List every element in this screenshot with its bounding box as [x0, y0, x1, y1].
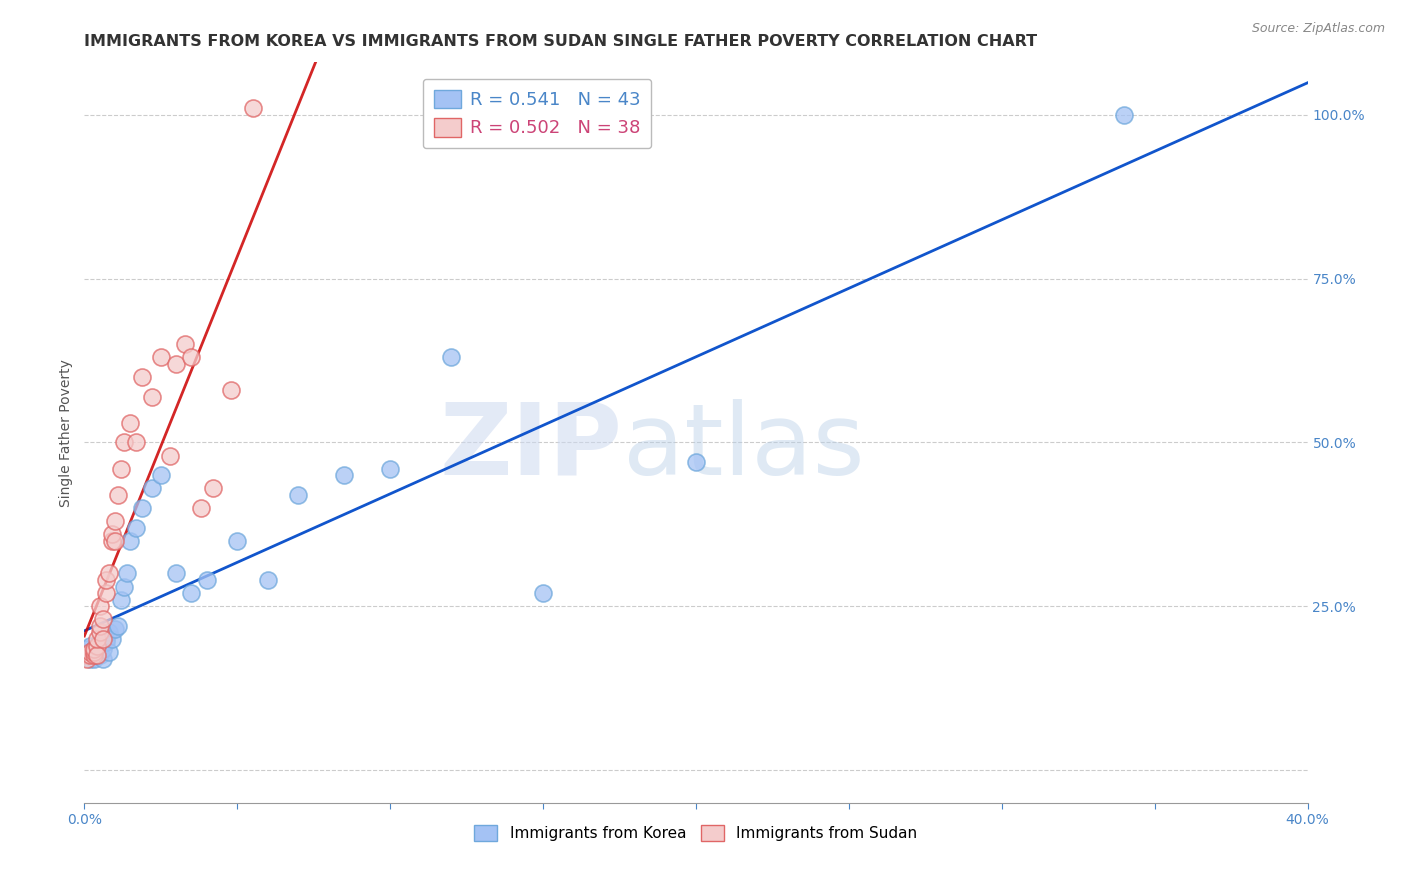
Text: Source: ZipAtlas.com: Source: ZipAtlas.com: [1251, 22, 1385, 36]
Point: [79, 645, 101, 659]
Point: [94, 635, 117, 649]
Point: [79, 645, 101, 659]
Point: [97, 566, 120, 581]
Point: [149, 468, 172, 483]
Point: [79, 651, 101, 665]
Point: [79, 639, 101, 653]
Point: [131, 370, 153, 384]
Point: [107, 619, 129, 633]
Point: [287, 488, 309, 502]
Point: [94, 573, 117, 587]
Point: [110, 461, 132, 475]
Point: [440, 351, 463, 365]
Point: [83, 641, 105, 656]
Point: [94, 632, 117, 646]
Point: [333, 468, 356, 483]
Point: [83, 645, 105, 659]
Point: [112, 580, 135, 594]
Point: [110, 592, 132, 607]
Point: [89, 648, 111, 663]
Point: [120, 416, 142, 430]
Point: [195, 573, 218, 587]
Point: [86, 645, 108, 659]
Point: [97, 625, 120, 640]
Point: [101, 632, 124, 646]
Text: ZIP: ZIP: [440, 399, 623, 496]
Point: [120, 533, 142, 548]
Point: [107, 488, 129, 502]
Point: [79, 648, 101, 663]
Point: [101, 533, 124, 548]
Point: [97, 645, 120, 659]
Point: [201, 481, 224, 495]
Point: [86, 639, 108, 653]
Point: [141, 481, 163, 495]
Point: [112, 435, 135, 450]
Point: [257, 573, 280, 587]
Point: [131, 500, 153, 515]
Point: [149, 351, 172, 365]
Point: [89, 625, 111, 640]
Point: [685, 455, 707, 469]
Point: [104, 622, 127, 636]
Point: [1114, 108, 1136, 122]
Point: [219, 383, 242, 397]
Legend: Immigrants from Korea, Immigrants from Sudan: Immigrants from Korea, Immigrants from S…: [468, 819, 924, 847]
Point: [104, 533, 127, 548]
Point: [83, 641, 105, 656]
Text: IMMIGRANTS FROM KOREA VS IMMIGRANTS FROM SUDAN SINGLE FATHER POVERTY CORRELATION: IMMIGRANTS FROM KOREA VS IMMIGRANTS FROM…: [84, 34, 1038, 49]
Point: [83, 648, 105, 663]
Text: atlas: atlas: [623, 399, 865, 496]
Point: [91, 651, 114, 665]
Point: [165, 566, 187, 581]
Point: [86, 648, 108, 663]
Point: [115, 566, 138, 581]
Point: [174, 337, 197, 351]
Point: [89, 639, 111, 653]
Point: [180, 586, 202, 600]
Point: [86, 639, 108, 653]
Point: [226, 533, 249, 548]
Point: [89, 599, 111, 614]
Point: [89, 619, 111, 633]
Point: [190, 500, 212, 515]
Point: [76, 648, 98, 663]
Point: [141, 390, 163, 404]
Point: [94, 586, 117, 600]
Point: [531, 586, 554, 600]
Point: [380, 461, 402, 475]
Point: [91, 632, 114, 646]
Point: [86, 648, 108, 663]
Point: [165, 357, 187, 371]
Point: [159, 449, 181, 463]
Point: [76, 641, 98, 656]
Point: [242, 101, 264, 115]
Point: [76, 648, 98, 663]
Point: [180, 351, 202, 365]
Point: [89, 645, 111, 659]
Point: [104, 514, 127, 528]
Point: [125, 435, 148, 450]
Point: [101, 527, 124, 541]
Point: [83, 645, 105, 659]
Point: [91, 612, 114, 626]
Point: [76, 651, 98, 665]
Point: [125, 521, 148, 535]
Y-axis label: Single Father Poverty: Single Father Poverty: [59, 359, 73, 507]
Point: [83, 651, 105, 665]
Point: [86, 632, 108, 646]
Point: [91, 641, 114, 656]
